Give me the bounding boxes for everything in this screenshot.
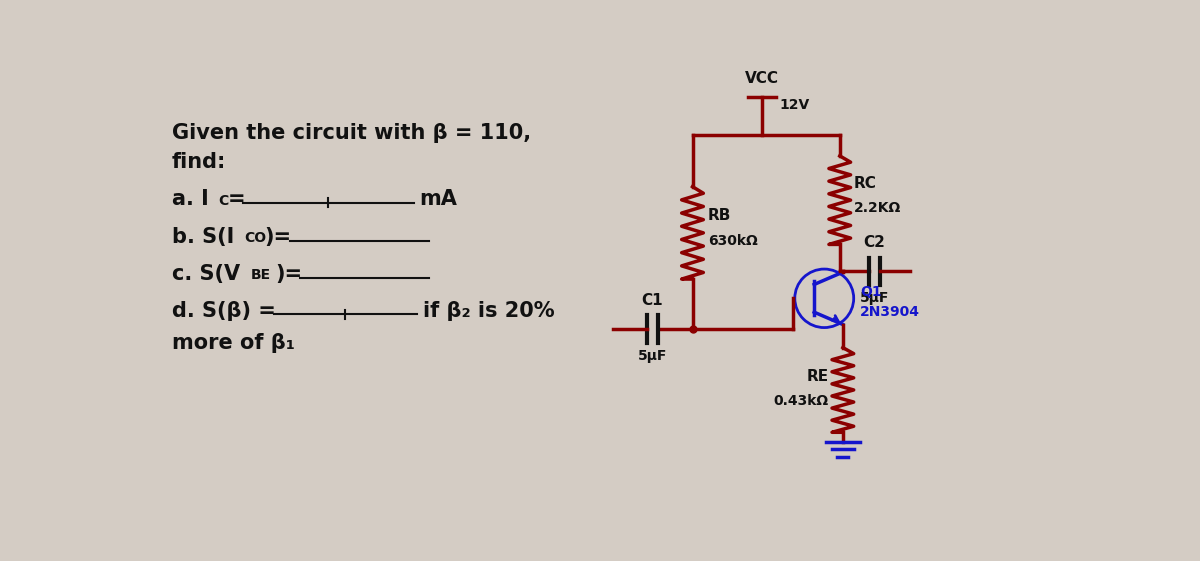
Text: RC: RC — [853, 176, 876, 191]
Text: BE: BE — [251, 268, 271, 282]
Text: 5μF: 5μF — [637, 349, 667, 363]
Text: 5μF: 5μF — [860, 291, 889, 305]
Text: b. S(I: b. S(I — [172, 227, 234, 247]
Text: C1: C1 — [641, 292, 664, 307]
Text: more of β₁: more of β₁ — [172, 333, 294, 353]
Text: VCC: VCC — [745, 71, 779, 86]
Text: )=: )= — [265, 227, 292, 247]
Text: Q1: Q1 — [860, 285, 882, 299]
Text: )=: )= — [276, 264, 302, 284]
Text: C: C — [218, 194, 228, 208]
Text: =: = — [228, 189, 245, 209]
Text: Given the circuit with β = 110,: Given the circuit with β = 110, — [172, 123, 530, 142]
Text: 12V: 12V — [779, 98, 810, 112]
Text: if β₂ is 20%: if β₂ is 20% — [422, 301, 554, 321]
Text: c. S(V: c. S(V — [172, 264, 240, 284]
Text: 2N3904: 2N3904 — [860, 305, 920, 319]
Text: RB: RB — [708, 209, 731, 223]
Text: RE: RE — [806, 369, 829, 384]
Text: a. I: a. I — [172, 189, 209, 209]
Text: find:: find: — [172, 152, 226, 172]
Text: C2: C2 — [864, 235, 886, 250]
Text: 0.43kΩ: 0.43kΩ — [774, 394, 829, 408]
Text: 2.2KΩ: 2.2KΩ — [853, 201, 901, 215]
Text: mA: mA — [420, 189, 457, 209]
Text: d. S(β) =: d. S(β) = — [172, 301, 276, 321]
Text: 630kΩ: 630kΩ — [708, 233, 757, 247]
Text: CO: CO — [245, 231, 266, 245]
